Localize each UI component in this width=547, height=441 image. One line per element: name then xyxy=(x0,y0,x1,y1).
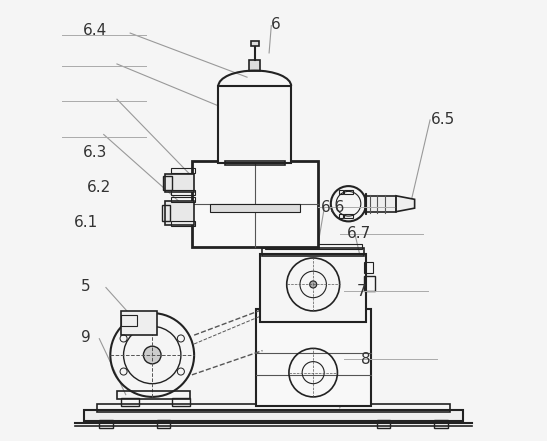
Bar xyxy=(365,193,366,214)
Text: 6.2: 6.2 xyxy=(87,180,112,195)
Bar xyxy=(121,311,156,335)
Bar xyxy=(172,398,190,406)
Bar xyxy=(171,190,195,195)
Bar xyxy=(121,398,139,406)
Bar xyxy=(171,168,195,173)
Text: 9: 9 xyxy=(81,330,91,345)
Bar xyxy=(84,410,463,421)
Bar xyxy=(434,420,447,428)
Text: 6.4: 6.4 xyxy=(83,23,107,38)
Bar xyxy=(249,60,260,71)
Text: 6.3: 6.3 xyxy=(83,145,107,160)
Bar xyxy=(100,420,113,428)
Bar xyxy=(162,205,170,220)
Bar xyxy=(210,204,300,212)
Text: 6.1: 6.1 xyxy=(74,215,98,230)
Bar xyxy=(117,391,190,399)
Text: 7: 7 xyxy=(357,284,366,299)
Bar xyxy=(165,174,194,192)
Bar xyxy=(256,309,370,406)
Bar xyxy=(156,420,170,428)
Bar xyxy=(218,86,291,163)
Bar xyxy=(165,201,194,225)
Bar xyxy=(171,197,195,202)
Circle shape xyxy=(143,346,161,364)
Bar xyxy=(339,214,343,218)
Text: 6.7: 6.7 xyxy=(347,226,371,241)
Bar xyxy=(251,41,259,46)
Bar xyxy=(344,214,353,218)
Bar xyxy=(192,161,318,247)
Bar xyxy=(225,161,284,165)
Bar xyxy=(364,262,373,273)
Text: 6.5: 6.5 xyxy=(431,112,456,127)
Bar xyxy=(344,190,353,194)
Bar xyxy=(163,176,172,190)
Text: 6: 6 xyxy=(271,17,281,32)
Bar xyxy=(260,254,366,322)
Bar xyxy=(97,404,450,412)
Text: 5: 5 xyxy=(82,279,91,294)
Bar xyxy=(377,420,391,428)
Bar xyxy=(265,244,362,249)
Polygon shape xyxy=(396,196,415,212)
Text: 8: 8 xyxy=(362,352,371,367)
Circle shape xyxy=(310,281,317,288)
Bar xyxy=(171,221,195,226)
Bar xyxy=(364,276,375,291)
Bar xyxy=(263,248,364,256)
Bar xyxy=(365,196,396,212)
Text: 6.6: 6.6 xyxy=(321,200,345,215)
Bar xyxy=(121,315,137,326)
Bar xyxy=(339,190,343,194)
